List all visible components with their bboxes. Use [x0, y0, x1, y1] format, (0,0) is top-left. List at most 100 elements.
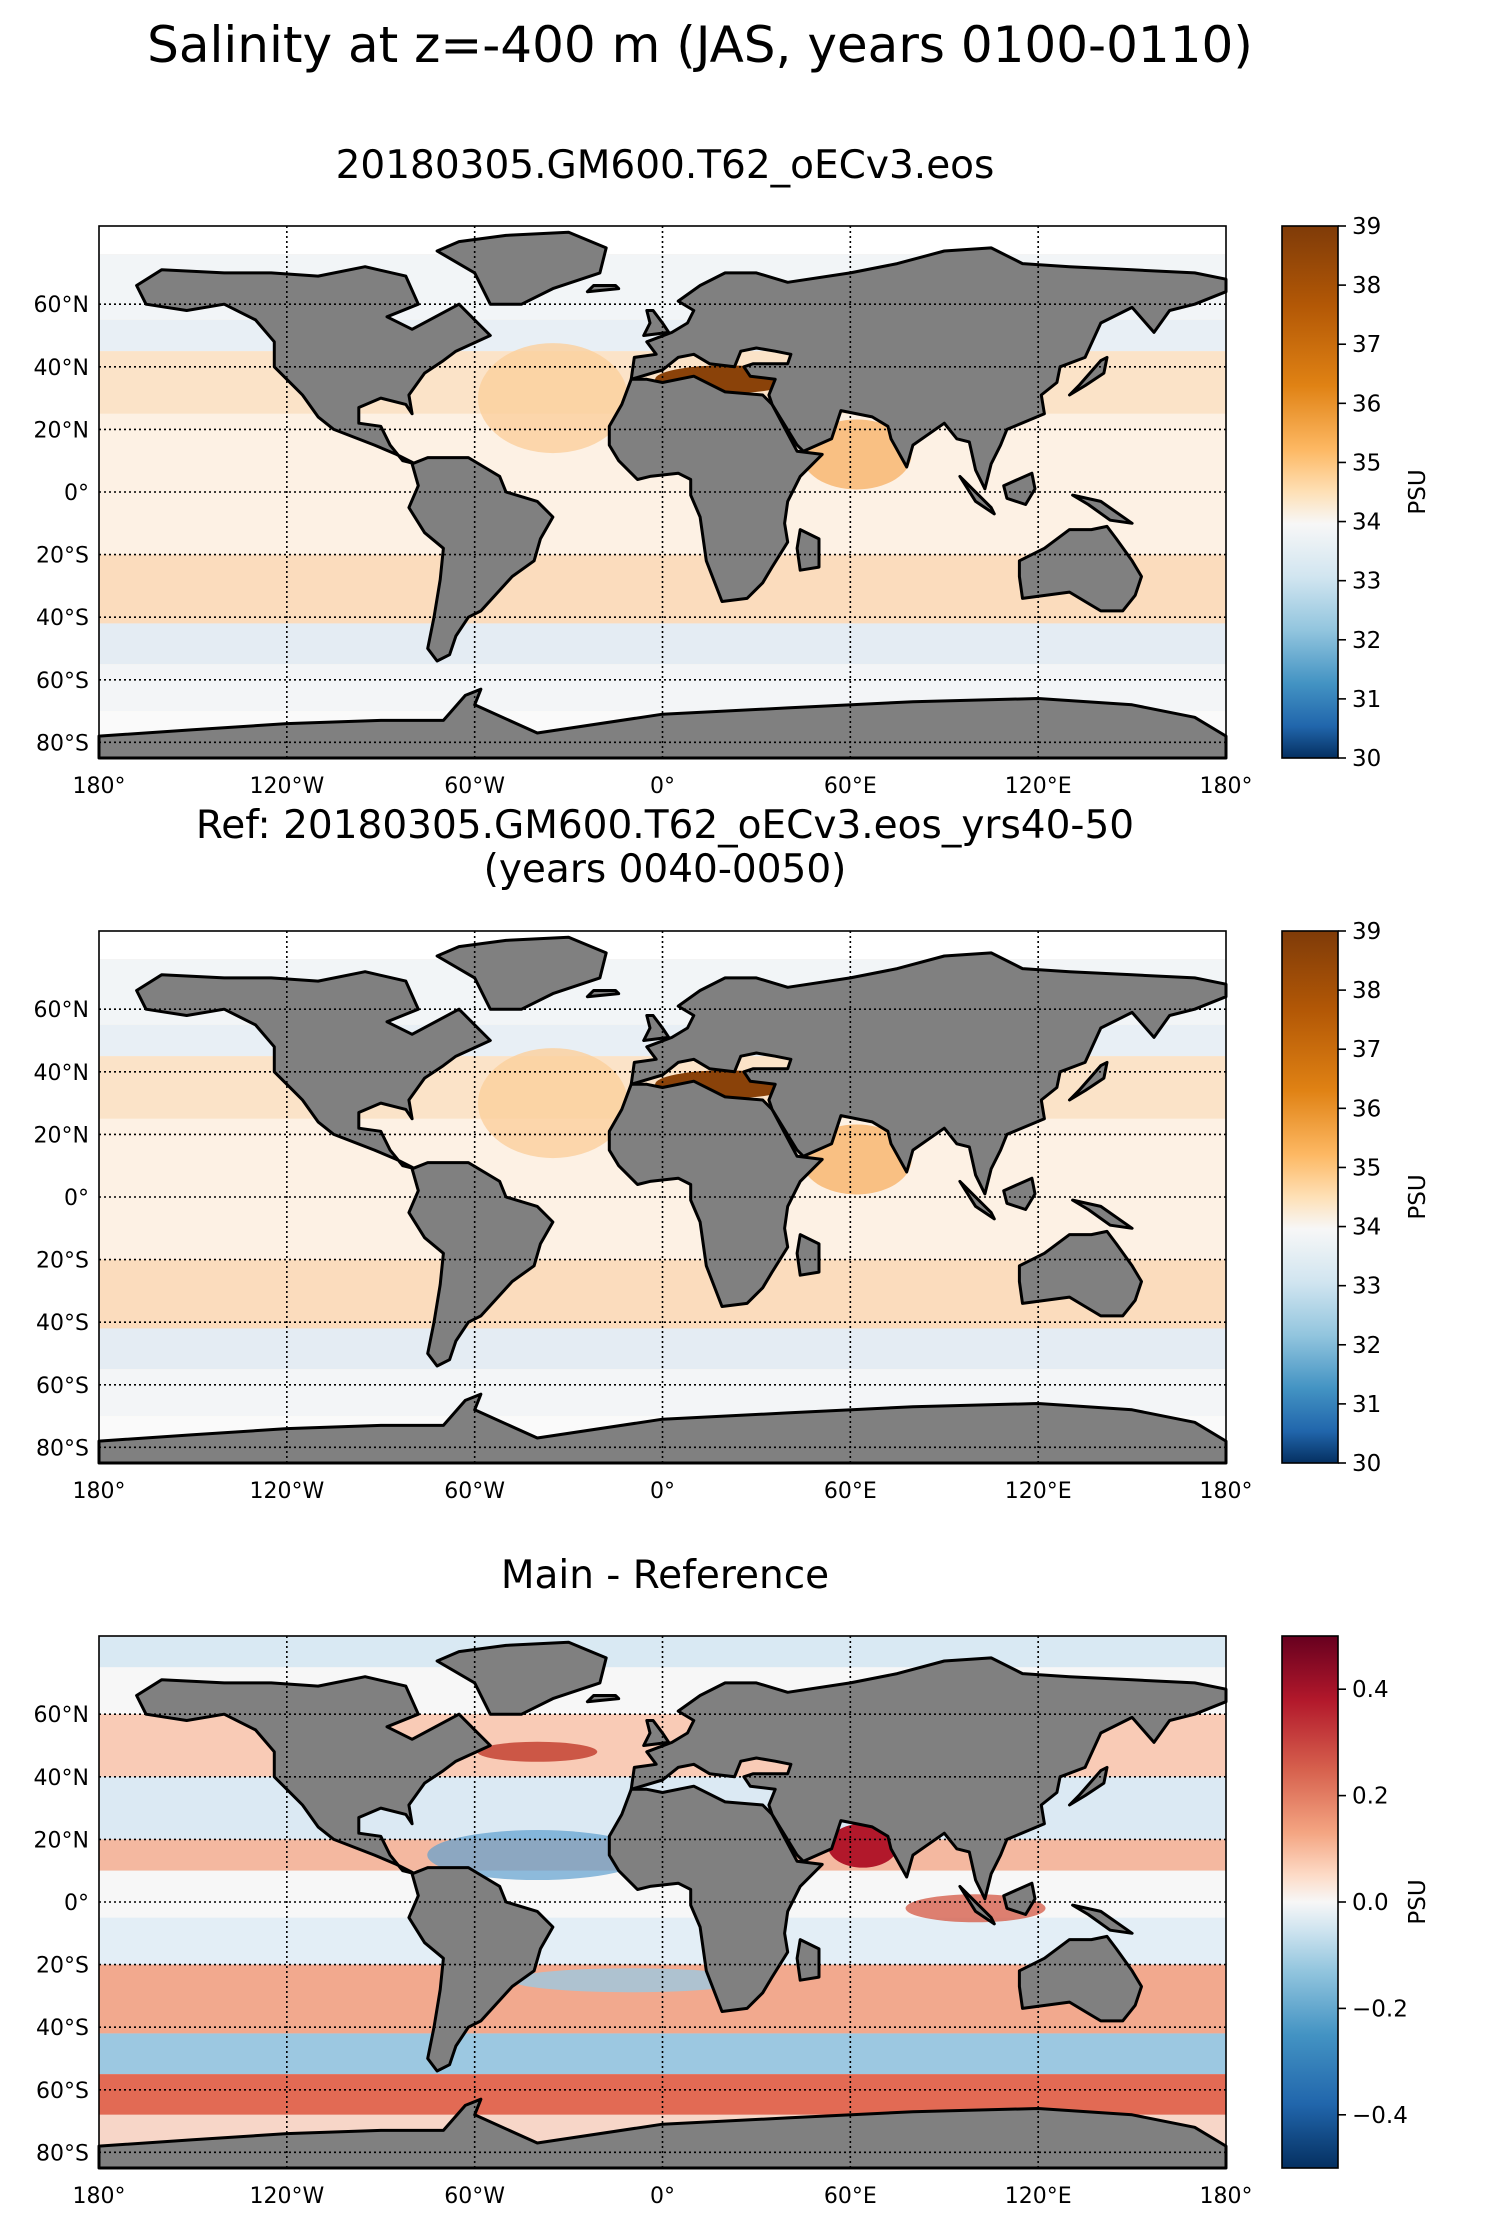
- colorbar-tick-label: −0.4: [1352, 2103, 1408, 2129]
- land-polygon: [1071, 1903, 1134, 1935]
- lat-tick-label: 20°S: [36, 1249, 89, 1274]
- lat-tick-label: 60°S: [36, 2079, 89, 2104]
- lat-tick-label: 40°S: [36, 1311, 89, 1336]
- colorbar-tick-label: 34: [1352, 1215, 1381, 1241]
- lon-tick-label: 60°E: [824, 774, 877, 799]
- graticule: [99, 1636, 1226, 2168]
- land-polygon: [1071, 493, 1134, 525]
- colorbar-tick-label: 35: [1352, 1155, 1381, 1181]
- panel-title-reference-line1: Ref: 20180305.GM600.T62_oECv3.eos_yrs40-…: [196, 803, 1134, 848]
- colorbar-tick-label: 0.4: [1352, 1677, 1389, 1703]
- lat-tick-label: 0°: [64, 1891, 89, 1916]
- land-polygon: [958, 1884, 996, 1926]
- colorbar-reference: 39 38 37 36 35 34 33 32 31 30 PSU: [1281, 919, 1431, 1477]
- map-main: 180° 120°W 60°W 0° 60°E 120°E 180° 60°N 40°N 20°N…: [34, 225, 1253, 799]
- colorbar-tick-label: 32: [1352, 628, 1381, 654]
- land-polygon: [1017, 1229, 1143, 1318]
- land-polygon: [642, 309, 671, 337]
- colorbar-tick-label: 0.0: [1352, 1890, 1389, 1916]
- colorbar-tick-label: 35: [1352, 450, 1381, 476]
- lon-tick-label: 180°: [1200, 774, 1253, 799]
- graticule: [99, 226, 1226, 758]
- lat-tick-label: 20°N: [34, 1123, 89, 1148]
- colorbar-tick-label: 37: [1352, 1037, 1381, 1063]
- lat-tick-label: 40°N: [34, 356, 89, 381]
- colorbar-gradient: [1281, 1635, 1339, 2169]
- lat-tick-label: 60°S: [36, 669, 89, 694]
- panel-title-main: 20180305.GM600.T62_oECv3.eos: [336, 143, 995, 188]
- lon-tick-label: 60°W: [444, 774, 505, 799]
- land-polygon: [435, 230, 608, 306]
- lat-tick-label: 0°: [64, 481, 89, 506]
- land-polygon: [1068, 1765, 1109, 1807]
- land-polygon: [795, 1938, 821, 1982]
- land-masses: [97, 935, 1228, 1465]
- land-polygon: [1002, 1176, 1037, 1211]
- land-polygon: [1017, 1934, 1143, 2023]
- lat-tick-label: 40°S: [36, 2016, 89, 2041]
- lon-tick-label: 180°: [73, 774, 126, 799]
- lon-tick-label: 120°E: [1005, 1479, 1072, 1504]
- land-polygon: [958, 1179, 996, 1221]
- colorbar-tick-label: 30: [1352, 1451, 1381, 1477]
- lat-tick-label: 60°N: [34, 998, 89, 1023]
- lat-tick-label: 40°N: [34, 1766, 89, 1791]
- land-polygon: [1002, 471, 1037, 506]
- colorbar-tick-label: 38: [1352, 273, 1381, 299]
- lat-tick-label: 20°N: [34, 418, 89, 443]
- lat-tick-label: 20°S: [36, 1954, 89, 1979]
- map-frame: [98, 1635, 1227, 2169]
- colorbar-tick-label: 0.2: [1352, 1784, 1389, 1810]
- lat-tick-label: 20°S: [36, 544, 89, 569]
- land-polygon: [135, 970, 492, 1171]
- lon-tick-label: 180°: [73, 1479, 126, 1504]
- land-polygon: [585, 989, 621, 999]
- colorbar-tick-label: 30: [1352, 746, 1381, 772]
- lat-tick-label: 80°S: [36, 1436, 89, 1461]
- colorbar-label: PSU: [1405, 469, 1431, 514]
- graticule: [99, 931, 1226, 1463]
- colorbar-tick-label: 37: [1352, 332, 1381, 358]
- colorbar-tick-label: 36: [1352, 1096, 1381, 1122]
- land-polygon: [435, 935, 608, 1011]
- colorbar-tick-label: −0.2: [1352, 1996, 1408, 2022]
- colorbar-tick-label: 36: [1352, 391, 1381, 417]
- map-frame: [98, 225, 1227, 759]
- figure-title: Salinity at z=-400 m (JAS, years 0100-01…: [147, 16, 1253, 74]
- colorbar-tick-label: 33: [1352, 1274, 1381, 1300]
- colorbar-tick-label: 39: [1352, 919, 1381, 945]
- land-polygon: [795, 1233, 821, 1277]
- colorbar-tick-label: 38: [1352, 978, 1381, 1004]
- land-polygon: [1068, 355, 1109, 397]
- colorbar-difference: 0.4 0.2 0.0 −0.2 −0.4 PSU: [1281, 1635, 1431, 2169]
- panel-title-reference-line2: (years 0040-0050): [484, 847, 847, 892]
- lon-tick-label: 0°: [650, 774, 675, 799]
- lon-tick-label: 120°E: [1005, 2184, 1072, 2209]
- lat-tick-label: 40°N: [34, 1061, 89, 1086]
- lon-tick-label: 120°W: [249, 774, 324, 799]
- panel-difference: Main - Reference 180° 120°W 60°W 0° 60°E 120°…: [34, 1553, 1431, 2209]
- lon-tick-label: 0°: [650, 2184, 675, 2209]
- lat-tick-label: 40°S: [36, 606, 89, 631]
- lat-tick-label: 60°S: [36, 1374, 89, 1399]
- colorbar-tick-label: 33: [1352, 569, 1381, 595]
- lon-tick-label: 180°: [1200, 1479, 1253, 1504]
- land-polygon: [629, 951, 1228, 1196]
- land-polygon: [1071, 1198, 1134, 1230]
- lon-tick-label: 120°W: [249, 1479, 324, 1504]
- lat-tick-label: 60°N: [34, 1703, 89, 1728]
- map-frame: [98, 930, 1227, 1464]
- lon-tick-label: 120°W: [249, 2184, 324, 2209]
- lon-tick-label: 60°E: [824, 2184, 877, 2209]
- panel-main: 20180305.GM600.T62_oECv3.eos 180° 120°W 60…: [34, 143, 1431, 799]
- land-polygon: [135, 265, 492, 466]
- colorbar-tick-label: 34: [1352, 510, 1381, 536]
- panel-reference: Ref: 20180305.GM600.T62_oECv3.eos_yrs40-…: [34, 803, 1431, 1504]
- land-polygon: [1068, 1060, 1109, 1102]
- land-polygon: [629, 1656, 1228, 1901]
- lon-tick-label: 180°: [73, 2184, 126, 2209]
- land-polygon: [795, 528, 821, 572]
- map-reference: 180° 120°W 60°W 0° 60°E 120°E 180° 60°N 40°N 20°N…: [34, 930, 1253, 1504]
- lat-tick-label: 20°N: [34, 1828, 89, 1853]
